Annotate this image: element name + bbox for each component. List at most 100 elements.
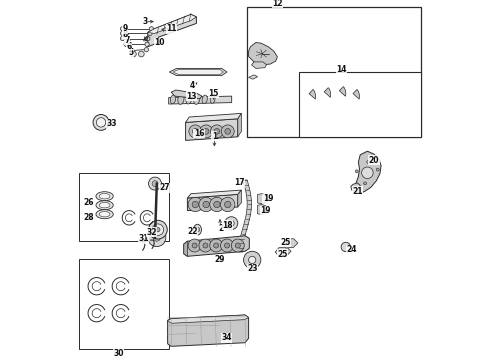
Ellipse shape bbox=[99, 202, 110, 208]
Ellipse shape bbox=[194, 94, 200, 104]
Circle shape bbox=[235, 243, 240, 248]
Circle shape bbox=[199, 125, 213, 138]
Circle shape bbox=[203, 129, 209, 134]
Circle shape bbox=[244, 251, 261, 269]
Circle shape bbox=[254, 46, 270, 62]
Polygon shape bbox=[187, 194, 238, 211]
Circle shape bbox=[214, 201, 220, 208]
Circle shape bbox=[145, 42, 149, 46]
Polygon shape bbox=[238, 190, 242, 207]
Ellipse shape bbox=[210, 95, 215, 103]
Text: 1: 1 bbox=[212, 132, 217, 140]
Text: 12: 12 bbox=[272, 0, 283, 8]
Ellipse shape bbox=[96, 201, 113, 210]
Text: 29: 29 bbox=[215, 256, 225, 264]
Circle shape bbox=[121, 36, 125, 41]
Text: 16: 16 bbox=[194, 129, 204, 138]
Polygon shape bbox=[248, 42, 277, 65]
Circle shape bbox=[214, 129, 220, 134]
Bar bbox=[79, 259, 170, 349]
Circle shape bbox=[341, 242, 350, 252]
Text: 5: 5 bbox=[128, 49, 133, 57]
Circle shape bbox=[228, 220, 234, 226]
Circle shape bbox=[225, 129, 231, 134]
Circle shape bbox=[224, 243, 229, 248]
Polygon shape bbox=[184, 241, 187, 256]
Text: 27: 27 bbox=[160, 184, 171, 192]
Circle shape bbox=[200, 129, 204, 132]
Ellipse shape bbox=[99, 211, 110, 217]
Ellipse shape bbox=[96, 192, 113, 201]
Circle shape bbox=[197, 126, 206, 135]
Polygon shape bbox=[162, 28, 169, 31]
Polygon shape bbox=[282, 239, 298, 248]
Text: 31: 31 bbox=[138, 234, 149, 243]
Circle shape bbox=[196, 228, 199, 232]
Text: 23: 23 bbox=[247, 264, 257, 273]
Text: 15: 15 bbox=[208, 89, 219, 98]
Circle shape bbox=[367, 161, 369, 163]
Polygon shape bbox=[238, 113, 242, 137]
Circle shape bbox=[192, 201, 198, 208]
Bar bbox=[247, 7, 421, 137]
Polygon shape bbox=[169, 96, 232, 104]
Text: 21: 21 bbox=[352, 186, 363, 196]
Polygon shape bbox=[170, 68, 227, 76]
Text: 17: 17 bbox=[234, 178, 245, 187]
Circle shape bbox=[121, 27, 125, 31]
Text: 30: 30 bbox=[113, 349, 123, 358]
Polygon shape bbox=[148, 14, 196, 33]
Polygon shape bbox=[173, 69, 223, 75]
Circle shape bbox=[376, 168, 379, 171]
Polygon shape bbox=[258, 194, 266, 204]
Circle shape bbox=[148, 229, 166, 247]
Text: 3: 3 bbox=[142, 17, 147, 26]
Text: 13: 13 bbox=[187, 91, 197, 100]
Ellipse shape bbox=[194, 224, 201, 235]
Circle shape bbox=[139, 51, 144, 57]
Text: 32: 32 bbox=[146, 228, 157, 237]
Circle shape bbox=[97, 118, 106, 127]
Circle shape bbox=[224, 201, 231, 208]
Circle shape bbox=[188, 239, 201, 252]
Circle shape bbox=[355, 170, 358, 173]
Text: 7: 7 bbox=[124, 36, 130, 45]
Polygon shape bbox=[248, 75, 258, 79]
Bar bbox=[79, 173, 170, 241]
Circle shape bbox=[121, 31, 125, 36]
Polygon shape bbox=[251, 62, 267, 68]
Polygon shape bbox=[168, 315, 248, 346]
Circle shape bbox=[248, 256, 256, 264]
Circle shape bbox=[220, 239, 233, 252]
Circle shape bbox=[199, 197, 213, 212]
Polygon shape bbox=[353, 89, 360, 99]
Text: 20: 20 bbox=[368, 156, 379, 165]
Bar bbox=[299, 72, 421, 137]
Text: 19: 19 bbox=[263, 194, 273, 203]
Polygon shape bbox=[275, 247, 291, 256]
Circle shape bbox=[129, 48, 133, 53]
Circle shape bbox=[199, 239, 212, 252]
Text: 25: 25 bbox=[278, 250, 288, 258]
Circle shape bbox=[146, 36, 150, 41]
Ellipse shape bbox=[96, 210, 113, 219]
Circle shape bbox=[231, 239, 245, 252]
Circle shape bbox=[220, 197, 235, 212]
Ellipse shape bbox=[178, 94, 184, 104]
Circle shape bbox=[221, 125, 234, 138]
Circle shape bbox=[153, 234, 160, 241]
Circle shape bbox=[93, 114, 109, 130]
Text: 33: 33 bbox=[106, 120, 117, 129]
Text: 2: 2 bbox=[218, 224, 223, 233]
Circle shape bbox=[210, 239, 222, 252]
Polygon shape bbox=[258, 204, 266, 215]
Circle shape bbox=[364, 182, 367, 185]
Text: 18: 18 bbox=[222, 221, 233, 230]
Polygon shape bbox=[351, 183, 360, 192]
Polygon shape bbox=[148, 14, 196, 47]
Polygon shape bbox=[168, 315, 248, 323]
Circle shape bbox=[362, 167, 373, 179]
Text: 22: 22 bbox=[188, 228, 198, 236]
Text: 19: 19 bbox=[260, 207, 271, 215]
Text: 28: 28 bbox=[83, 213, 94, 222]
